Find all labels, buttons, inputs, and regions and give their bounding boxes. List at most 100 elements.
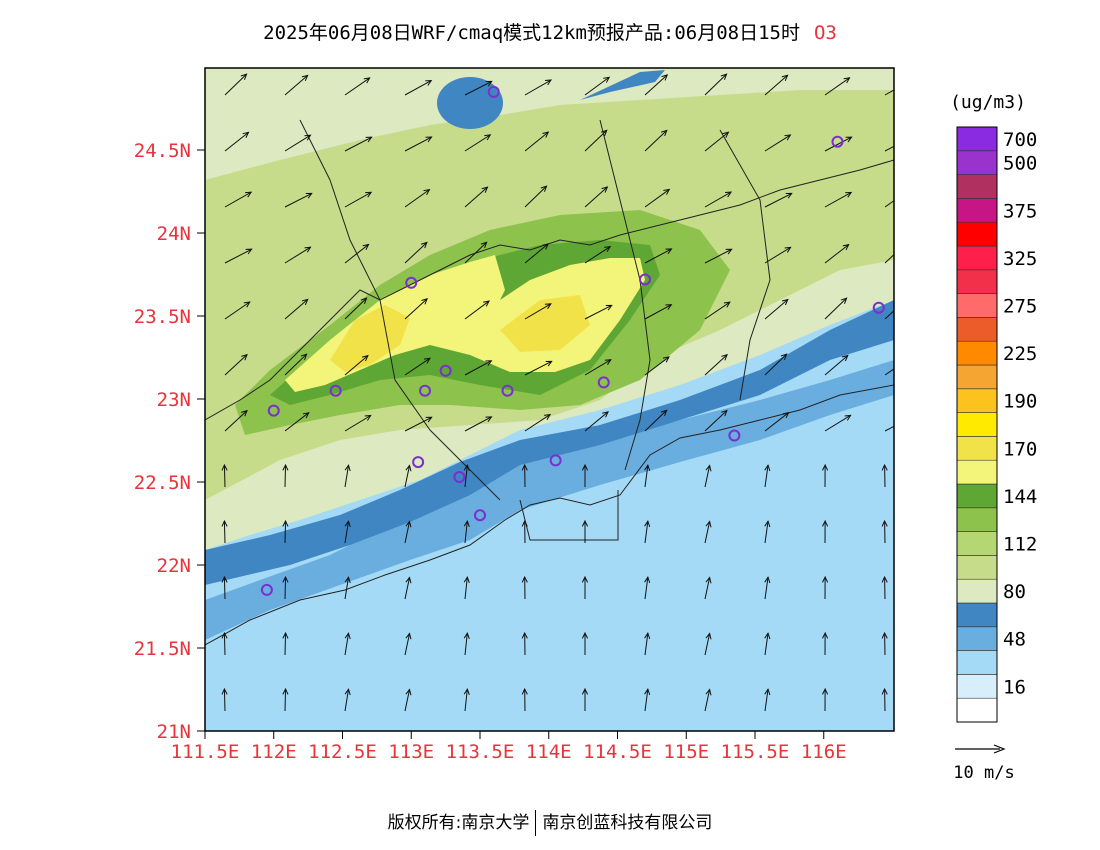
wind-arrow-head — [463, 519, 470, 527]
colorbar-label: 112 — [1003, 534, 1037, 556]
wind-arrow-head — [544, 79, 552, 86]
wind-arrow-head — [881, 631, 888, 639]
wind-arrow — [704, 521, 711, 544]
wind-arrow-head — [581, 463, 589, 471]
colorbar-bin — [956, 317, 998, 342]
station-marker — [329, 384, 342, 397]
wind-arrow — [464, 300, 490, 320]
map-title-text: 2025年06月08日WRF/cmaq模式12km预报产品:06月08日15时 — [263, 22, 800, 44]
wind-arrow — [344, 355, 369, 376]
wind-arrow — [824, 191, 852, 208]
lon-tick-label: 112E — [251, 741, 297, 763]
station-marker — [405, 276, 418, 289]
wind-arrow-head — [901, 243, 907, 249]
station-marker — [639, 273, 651, 286]
wind-arrow — [224, 354, 248, 376]
wind-arrow — [644, 74, 668, 96]
conc-band-64 — [205, 300, 894, 585]
wind-arrow-head — [601, 186, 609, 193]
wind-arrow — [884, 145, 894, 152]
wind-arrow — [464, 577, 468, 600]
wind-arrow-head — [361, 354, 369, 362]
wind-arrow-head — [282, 463, 289, 471]
province-boundary — [205, 159, 894, 421]
wind-scale-label: 10 m/s — [953, 763, 1014, 783]
wind-arrow — [284, 464, 287, 488]
wind-arrow — [404, 189, 430, 208]
wind-arrow-head — [365, 191, 373, 198]
wind-arrow-head — [901, 299, 907, 305]
wind-arrow — [584, 411, 609, 432]
wind-arrow — [344, 415, 371, 432]
wind-arrow-head — [665, 248, 673, 255]
wind-arrow — [284, 134, 311, 152]
wind-arrow-head — [282, 687, 289, 695]
wind-arrow-head — [423, 188, 431, 196]
wind-arrow-head — [843, 77, 851, 84]
wind-arrow — [224, 301, 251, 320]
wind-arrow-head — [906, 137, 912, 142]
wind-arrow — [884, 253, 894, 264]
wind-arrow-head — [600, 129, 608, 137]
wind-arrow — [584, 129, 608, 152]
wind-arrow-head — [841, 354, 849, 362]
wind-arrow — [284, 520, 287, 544]
wind-arrow — [344, 465, 350, 488]
wind-arrow-head — [221, 575, 228, 583]
hongkong-boundary — [519, 490, 619, 541]
wind-arrow — [824, 136, 852, 152]
wind-arrow-head — [344, 464, 351, 472]
wind-arrow — [764, 353, 787, 376]
colorbar-label: 144 — [1003, 486, 1037, 508]
wind-arrow — [224, 248, 252, 264]
wind-arrow-head — [644, 688, 651, 696]
wind-arrow — [344, 577, 350, 600]
wind-arrow-head — [405, 576, 412, 584]
longitude-axis: 111.5E 112E 112.5E 113E 113.5E 114E 114.5E 115E… — [171, 731, 847, 763]
station-marker — [549, 454, 562, 467]
wind-arrow-head — [905, 80, 911, 85]
colorbar-frame — [956, 126, 998, 723]
wind-arrow — [764, 74, 788, 96]
conc-patch-northeast — [580, 70, 665, 100]
wind-arrow — [284, 353, 307, 376]
wind-arrow — [884, 89, 894, 96]
conc-band-180-east — [500, 295, 590, 352]
wind-arrow-head — [784, 246, 792, 253]
wind-arrow — [524, 131, 549, 152]
wind-arrow — [644, 633, 649, 656]
wind-arrow-head — [881, 519, 888, 527]
wind-arrow — [404, 357, 431, 376]
wind-arrow-head — [881, 575, 888, 583]
wind-arrow — [404, 521, 411, 544]
wind-arrow — [524, 243, 549, 264]
wind-arrow — [704, 689, 711, 712]
copyright-right: 南京创蓝科技有限公司 — [542, 813, 713, 833]
wind-arrow-head — [282, 519, 289, 527]
wind-arrow-head — [481, 186, 489, 193]
lat-tick-label: 21.5N — [134, 638, 191, 660]
wind-arrow-head — [282, 575, 289, 583]
wind-arrow-head — [405, 520, 412, 528]
wind-arrow-head — [521, 463, 528, 471]
wind-arrow-head — [305, 192, 313, 199]
colorbar-bin — [956, 436, 998, 461]
wind-arrow-head — [302, 412, 310, 419]
colorbar-bin — [956, 555, 998, 580]
wind-arrow-head — [581, 519, 589, 527]
wind-arrow — [644, 130, 668, 152]
wind-arrow — [644, 189, 670, 208]
wind-arrow — [284, 74, 308, 96]
wind-arrow-head — [661, 74, 669, 81]
wind-arrow — [223, 520, 226, 544]
wind-arrow — [404, 689, 411, 712]
wind-arrow — [764, 134, 791, 152]
wind-arrow — [824, 77, 850, 96]
colorbar-bin — [956, 412, 998, 437]
wind-scale-arrow-head — [993, 744, 1006, 754]
colorbar-label: 48 — [1003, 629, 1026, 651]
wind-arrow-head — [545, 360, 553, 367]
colorbar-label: 275 — [1003, 296, 1037, 318]
wind-arrow — [584, 304, 612, 320]
wind-arrow — [524, 185, 547, 208]
